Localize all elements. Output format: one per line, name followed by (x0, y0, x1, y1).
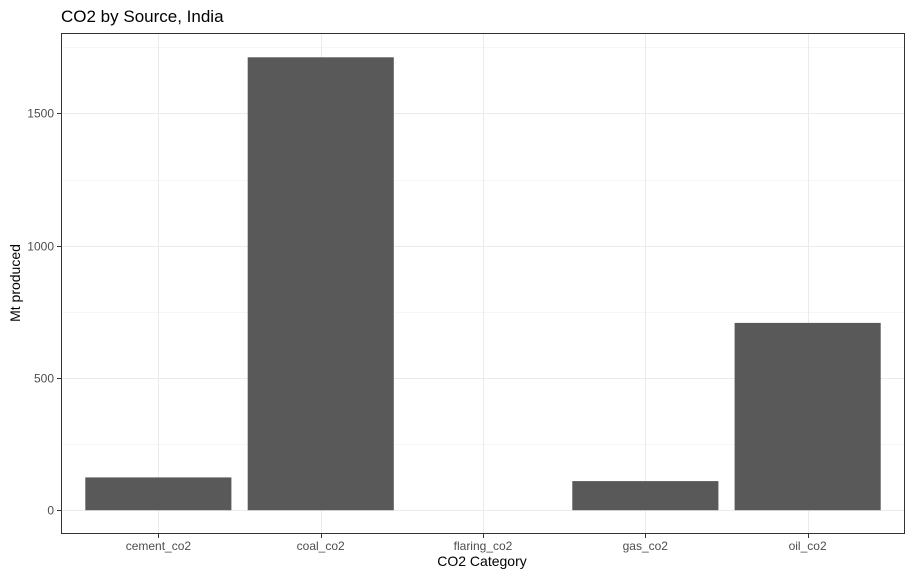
x-tick-label: gas_co2 (623, 539, 669, 553)
bar-oil-co2 (734, 322, 881, 511)
bars (85, 57, 881, 511)
y-tick-label: 1500 (27, 107, 54, 121)
x-axis-ticks: cement_co2 coal_co2 flaring_co2 gas_co2 oil_… (126, 534, 827, 553)
x-axis-title: CO2 Category (437, 553, 526, 569)
y-tick-label: 1000 (27, 240, 54, 254)
y-tick-label: 0 (47, 504, 54, 518)
bar-coal-co2 (247, 57, 394, 511)
x-tick-label: coal_co2 (297, 539, 345, 553)
plot-panel-border (61, 33, 905, 534)
y-axis-ticks: 0 500 1000 1500 (27, 107, 61, 518)
chart-title: CO2 by Source, India (61, 7, 224, 26)
y-axis-title: Mt produced (7, 244, 23, 322)
y-tick-label: 500 (34, 372, 54, 386)
bar-gas-co2 (572, 481, 719, 511)
x-tick-label: oil_co2 (789, 539, 827, 553)
x-tick-label: cement_co2 (126, 539, 192, 553)
bar-cement-co2 (85, 477, 232, 511)
x-tick-label: flaring_co2 (454, 539, 513, 553)
